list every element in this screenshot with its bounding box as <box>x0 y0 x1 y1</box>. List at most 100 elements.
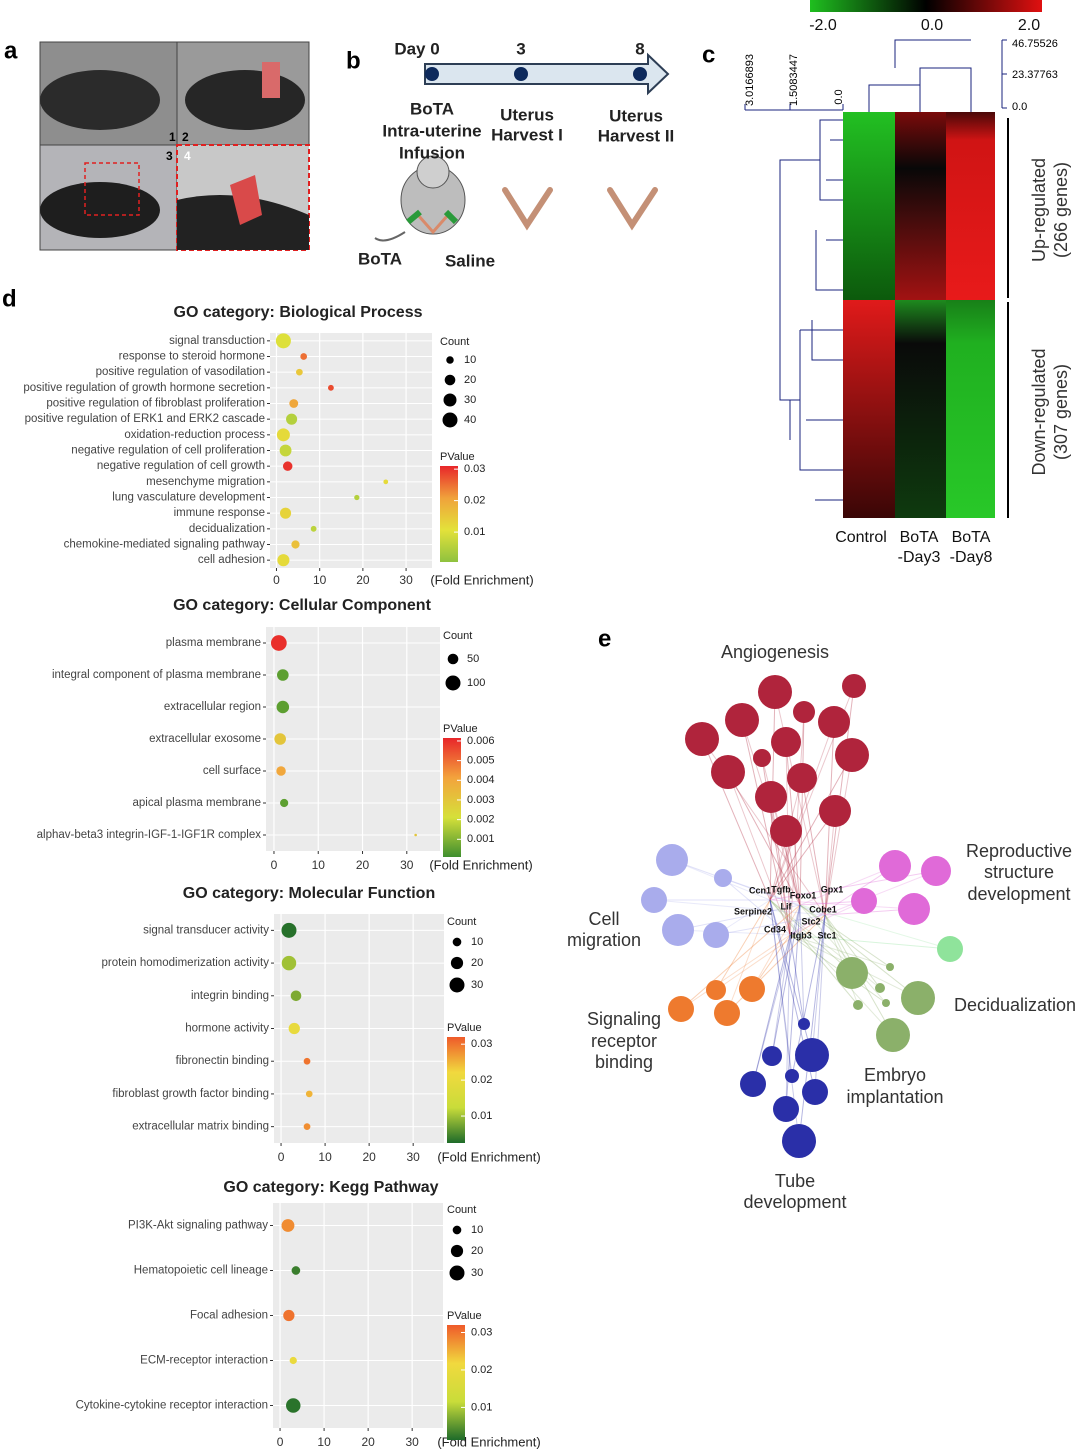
dot <box>283 1309 295 1322</box>
dot <box>303 1123 311 1130</box>
event-label: Harvest I <box>491 125 563 144</box>
gene-label: Itgb3 <box>790 930 812 940</box>
event-label: Harvest II <box>598 126 675 145</box>
legend-label: 0.01 <box>464 526 485 538</box>
day-label: 3 <box>516 39 525 58</box>
network-node <box>835 738 869 772</box>
legend-label: 0.01 <box>471 1110 492 1122</box>
column-label: -Day3 <box>898 549 941 566</box>
dendrogram-label: 3.0166893 <box>744 54 756 106</box>
network-edge <box>811 914 826 1056</box>
x-tick-label: 0 <box>277 1435 284 1449</box>
scale-label: -2.0 <box>809 17 837 34</box>
panel-label: b <box>346 47 361 74</box>
x-tick-label: 30 <box>400 858 414 872</box>
cluster-label: Angiogenesis <box>721 642 829 662</box>
chart-title: GO category: Molecular Function <box>183 885 435 902</box>
network-edge <box>752 934 791 1085</box>
network-edge <box>771 904 801 1057</box>
injection-label: BoTA <box>358 249 402 268</box>
dot <box>277 669 289 681</box>
network-edge <box>769 810 836 901</box>
x-tick-label: 0 <box>271 858 278 872</box>
dot <box>281 1219 295 1232</box>
row-group-label: Up-regulated <box>1029 158 1049 262</box>
cluster-label: Tube <box>775 1171 815 1191</box>
network-edge <box>769 899 894 1036</box>
network-edge <box>799 904 951 950</box>
network-node <box>842 674 866 698</box>
legend-dot <box>449 1265 465 1281</box>
network-edge <box>769 899 793 1077</box>
photo-number: 1 <box>169 130 176 144</box>
network-node <box>853 1000 863 1010</box>
legend-label: 0.002 <box>467 814 495 826</box>
dot <box>290 990 302 1002</box>
network-edge <box>677 929 791 936</box>
column-label: BoTA <box>900 529 939 546</box>
network-edge <box>799 865 896 906</box>
network-node <box>714 869 732 887</box>
network-edge <box>653 899 826 916</box>
network-edge <box>824 754 853 916</box>
network-node <box>706 980 726 1000</box>
heatmap-scale <box>810 0 1042 12</box>
network-node <box>685 722 719 756</box>
chart-title: GO category: Biological Process <box>174 304 423 321</box>
gene-label: Cd34 <box>764 924 786 934</box>
cluster-label: development <box>967 884 1070 904</box>
x-tick-label: 20 <box>356 573 370 587</box>
dot <box>328 384 334 391</box>
cluster-label: Decidualization <box>954 995 1076 1015</box>
network-edge <box>769 870 937 901</box>
day-label: 8 <box>635 39 644 58</box>
legend-dot <box>449 977 465 993</box>
network-edge <box>769 899 853 974</box>
dot <box>274 733 286 745</box>
y-tick-label: ECM-receptor interaction <box>140 1355 268 1367</box>
cluster-label: implantation <box>846 1087 943 1107</box>
photos <box>39 41 310 251</box>
legend-label: 0.004 <box>467 774 495 786</box>
cluster-label: binding <box>595 1052 653 1072</box>
network-edge <box>801 777 826 916</box>
dot <box>276 700 290 714</box>
network-edge <box>824 810 836 916</box>
column-label: -Day8 <box>950 549 993 566</box>
y-tick-label: signal transducer activity <box>143 924 269 936</box>
legend-label: 30 <box>464 394 476 406</box>
y-tick-label: chemokine-mediated signaling pathway <box>64 539 266 551</box>
dot <box>280 798 289 808</box>
network-node <box>656 844 688 876</box>
x-axis-label: (Fold Enrichment) <box>437 1149 540 1164</box>
network-node <box>739 976 765 1002</box>
network-node <box>785 1069 799 1083</box>
cluster-label: migration <box>567 930 641 950</box>
network-node <box>770 815 802 847</box>
y-tick-label: fibronectin binding <box>176 1055 269 1067</box>
dot <box>289 1356 297 1365</box>
network-edge <box>741 719 791 936</box>
network: AngiogenesisReproductivestructuredevelop… <box>567 642 1076 1212</box>
dot <box>383 479 389 485</box>
x-axis-label: (Fold Enrichment) <box>430 572 533 587</box>
y-tick-label: positive regulation of growth hormone se… <box>23 382 265 394</box>
legend-title: PValue <box>440 451 475 463</box>
legend-label: 40 <box>464 414 476 426</box>
y-tick-label: lung vasculature development <box>112 492 266 504</box>
network-edge <box>680 904 801 1010</box>
legend-label: 0.02 <box>471 1364 492 1376</box>
dot <box>281 922 297 938</box>
panel-label: a <box>4 37 18 64</box>
legend-dot <box>442 412 458 428</box>
x-tick-label: 10 <box>317 1435 331 1449</box>
network-edge <box>715 914 826 991</box>
network-edge <box>769 899 859 1006</box>
gene-label: Tgfb <box>771 884 791 894</box>
dot <box>286 413 298 425</box>
dot <box>291 540 300 549</box>
network-edge <box>680 934 791 1010</box>
network-edge <box>770 796 801 906</box>
network-edge <box>799 904 891 968</box>
y-tick-label: negative regulation of cell growth <box>97 460 265 472</box>
